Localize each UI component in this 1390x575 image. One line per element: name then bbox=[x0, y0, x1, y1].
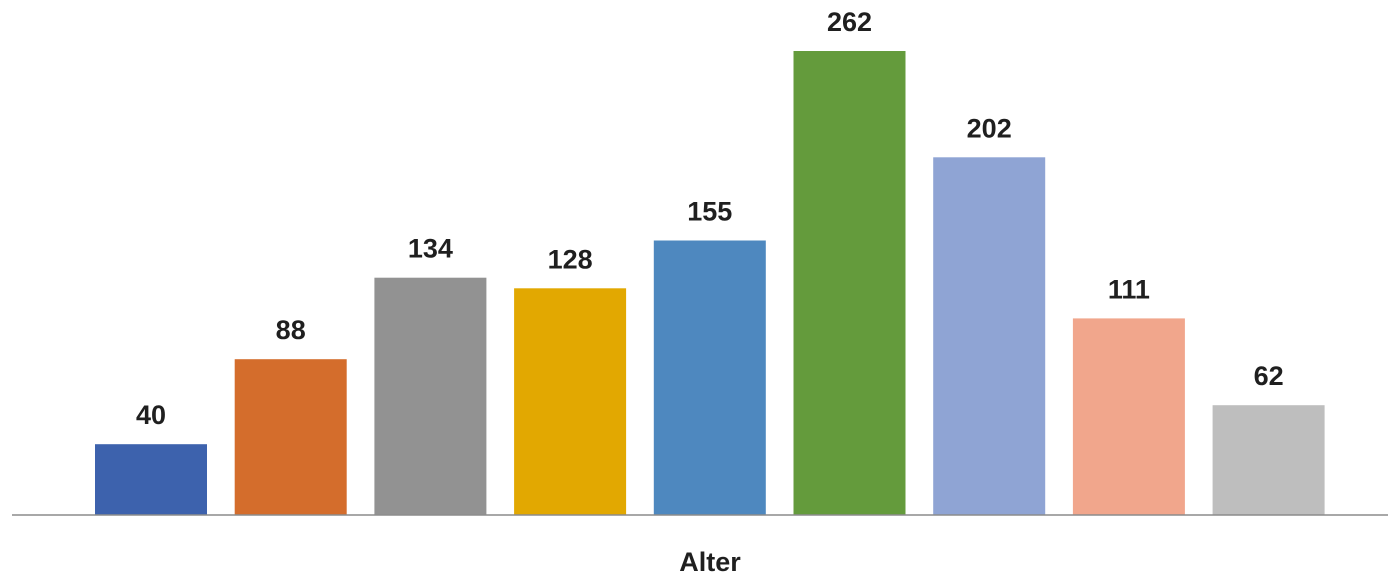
bar-2 bbox=[234, 359, 347, 515]
data-label-3: 134 bbox=[408, 234, 453, 264]
bar-9 bbox=[1212, 405, 1325, 515]
data-label-group: 40 88 134 128 155 262 202 111 62 bbox=[136, 7, 1284, 430]
bar-8 bbox=[1072, 318, 1185, 515]
data-label-8: 111 bbox=[1108, 274, 1150, 304]
bar-group bbox=[95, 51, 1325, 516]
bar-7 bbox=[933, 157, 1046, 516]
data-label-7: 202 bbox=[967, 113, 1012, 143]
data-label-5: 155 bbox=[687, 197, 732, 227]
x-axis-title: Alter bbox=[679, 547, 741, 575]
bar-4 bbox=[514, 288, 627, 515]
data-label-6: 262 bbox=[827, 7, 872, 37]
bar-1 bbox=[95, 444, 207, 515]
bar-6 bbox=[793, 51, 906, 515]
data-label-9: 62 bbox=[1254, 361, 1284, 391]
data-label-4: 128 bbox=[548, 244, 593, 274]
bar-3 bbox=[374, 277, 487, 515]
data-label-2: 88 bbox=[276, 315, 306, 345]
bar-5 bbox=[653, 240, 766, 515]
data-label-1: 40 bbox=[136, 400, 166, 430]
